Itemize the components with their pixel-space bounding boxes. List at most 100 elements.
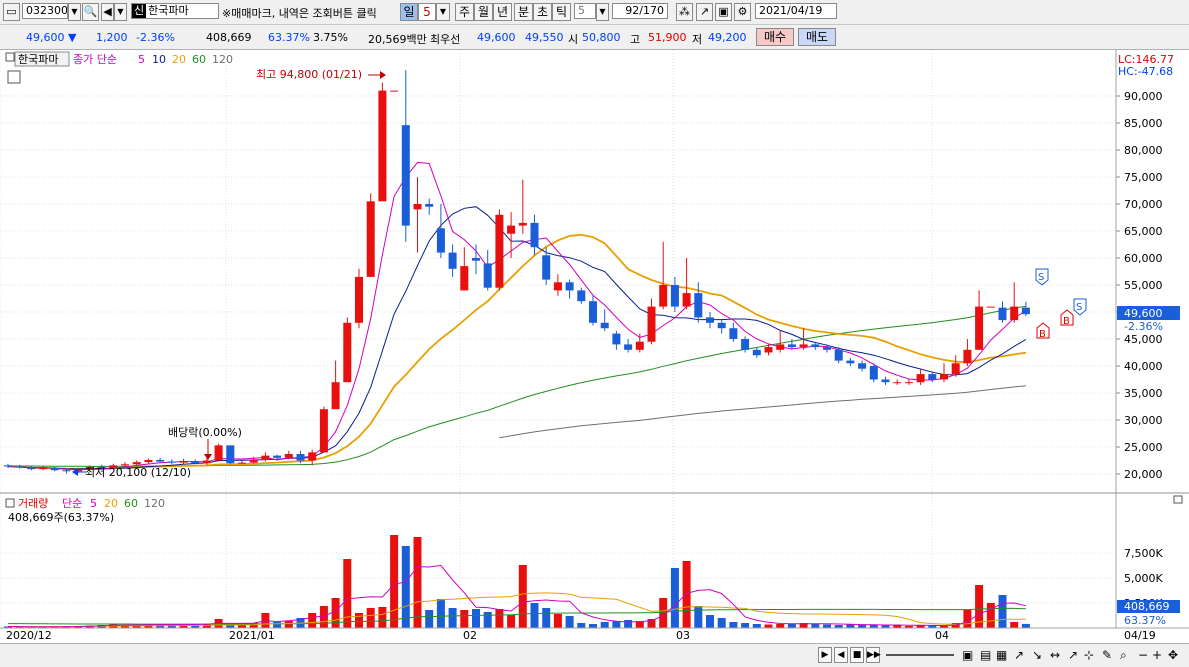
- period-dropdown-icon[interactable]: ▼: [436, 3, 450, 21]
- volume-bar: [893, 625, 902, 628]
- best-ask-label: 최우선: [430, 33, 461, 46]
- candle-body: [998, 307, 1007, 321]
- buy-button[interactable]: 매수: [756, 28, 794, 46]
- stock-name-box[interactable]: 신 한국파마: [131, 3, 219, 19]
- volume-bar: [811, 624, 820, 628]
- price-tick-label: 30,000: [1124, 414, 1163, 427]
- speaker-dropdown-icon[interactable]: ▼: [114, 3, 127, 21]
- volume-bar: [226, 624, 235, 628]
- period-monthly-button[interactable]: 월: [474, 3, 493, 21]
- candle-body: [27, 467, 36, 470]
- search-icon[interactable]: 🔍: [82, 3, 99, 21]
- magnifier-icon[interactable]: ⌕: [1120, 648, 1127, 662]
- candle-body: [940, 374, 948, 380]
- interval-input[interactable]: 5: [574, 3, 596, 19]
- candle-body: [507, 225, 516, 234]
- volume-bar: [390, 535, 399, 628]
- volume-bar: [1021, 623, 1030, 628]
- time-tick-label: 04: [935, 629, 949, 642]
- speaker-icon[interactable]: ◀: [101, 3, 114, 21]
- legend-ma60: 60: [192, 53, 206, 66]
- volume-legend-prefix: 단순: [62, 497, 82, 510]
- code-dropdown-icon[interactable]: ▼: [68, 3, 81, 21]
- candle-body: [331, 382, 340, 410]
- period-minute-button[interactable]: 분: [514, 3, 533, 21]
- period-5-button[interactable]: 5: [418, 3, 436, 21]
- chart-compare-icon[interactable]: ↗: [696, 3, 713, 21]
- stock-chart[interactable]: 90,000 85,000 80,000 75,000 70,000 65,000 60,0…: [0, 50, 1189, 643]
- trend-icon[interactable]: ↗: [1068, 648, 1079, 662]
- candle-body: [378, 90, 387, 202]
- candle-body: [472, 258, 480, 261]
- step-back-button[interactable]: ◀: [834, 647, 848, 663]
- price-tick-label: 75,000: [1124, 171, 1163, 184]
- range-icon[interactable]: ↔: [1050, 648, 1061, 662]
- volume-bar: [682, 561, 691, 628]
- candle-body: [717, 322, 726, 329]
- trade-amount: 20,569백만: [368, 33, 427, 46]
- candle-body: [1010, 306, 1019, 321]
- candle-body: [647, 306, 656, 342]
- fit-icon[interactable]: ↘: [1032, 648, 1043, 662]
- scroll-slider[interactable]: [886, 654, 954, 656]
- time-tick-label: 2021/01: [229, 629, 275, 642]
- gear-icon[interactable]: ⚙: [734, 3, 751, 21]
- volume-bar: [284, 621, 293, 628]
- candle-body: [869, 366, 878, 380]
- zoom-out-icon[interactable]: −: [1138, 648, 1149, 662]
- candle-body: [846, 360, 855, 364]
- stock-code-input[interactable]: 032300: [22, 3, 68, 19]
- count-input[interactable]: 92/170: [612, 3, 668, 19]
- current-price: 49,600 ▼: [26, 31, 77, 44]
- lc-label: LC:146.77: [1118, 53, 1174, 66]
- price-change: 1,200: [96, 31, 128, 44]
- candle-body: [74, 469, 83, 472]
- volume-bar: [670, 568, 679, 628]
- volume-pct-tag: 63.37%: [1124, 614, 1166, 627]
- move-icon[interactable]: ✥: [1168, 648, 1179, 662]
- play-button[interactable]: ▶: [818, 647, 832, 663]
- date-input[interactable]: 2021/04/19: [755, 3, 837, 19]
- candle-body: [518, 222, 527, 226]
- volume-bar: [752, 624, 761, 628]
- candle-body: [249, 459, 258, 463]
- interval-dropdown-icon[interactable]: ▼: [596, 3, 609, 21]
- stock-name: 한국파마: [148, 4, 189, 17]
- volume-bar: [249, 623, 258, 628]
- draw-line-icon[interactable]: ↗: [1014, 648, 1025, 662]
- period-second-button[interactable]: 초: [533, 3, 552, 21]
- candles: [4, 70, 1030, 474]
- high-annotation: 최고 94,800 (01/21): [256, 68, 362, 81]
- volume-bar: [273, 622, 282, 628]
- sell-button[interactable]: 매도: [798, 28, 836, 46]
- zoom-in-icon[interactable]: +: [1152, 648, 1163, 662]
- volume-bar: [179, 625, 188, 628]
- period-tick-button[interactable]: 틱: [552, 3, 571, 21]
- volume-bar: [858, 625, 867, 628]
- volume-bar: [998, 595, 1007, 628]
- brush-icon[interactable]: ✎: [1102, 648, 1113, 662]
- volume-bar: [881, 625, 890, 628]
- dividend-annotation: 배당락(0.00%): [168, 426, 242, 439]
- signal-buy-2: B: [1060, 309, 1074, 327]
- chart-tools-icon[interactable]: ⁂: [676, 3, 693, 21]
- period-daily-button[interactable]: 일: [400, 3, 418, 21]
- print-icon[interactable]: ▦: [996, 648, 1008, 662]
- volume-bar: [553, 614, 562, 628]
- period-weekly-button[interactable]: 주: [455, 3, 474, 21]
- fast-forward-button[interactable]: ▶▶: [866, 647, 881, 663]
- crosshair-icon[interactable]: ⊹: [1084, 648, 1095, 662]
- candle-body: [261, 455, 270, 460]
- volume-bar: [1010, 622, 1019, 628]
- ma10-line: [7, 206, 1027, 470]
- volume-bar: [507, 615, 516, 628]
- zoom-icon[interactable]: ▣: [962, 648, 974, 662]
- stop-button[interactable]: ■: [850, 647, 864, 663]
- volume-bar: [191, 624, 200, 628]
- period-yearly-button[interactable]: 년: [493, 3, 512, 21]
- save-icon[interactable]: ▣: [715, 3, 732, 21]
- layout-icon[interactable]: ▤: [980, 648, 992, 662]
- window-icon[interactable]: ▭: [3, 3, 20, 21]
- volume-bar: [659, 598, 668, 628]
- candle-body: [764, 347, 773, 353]
